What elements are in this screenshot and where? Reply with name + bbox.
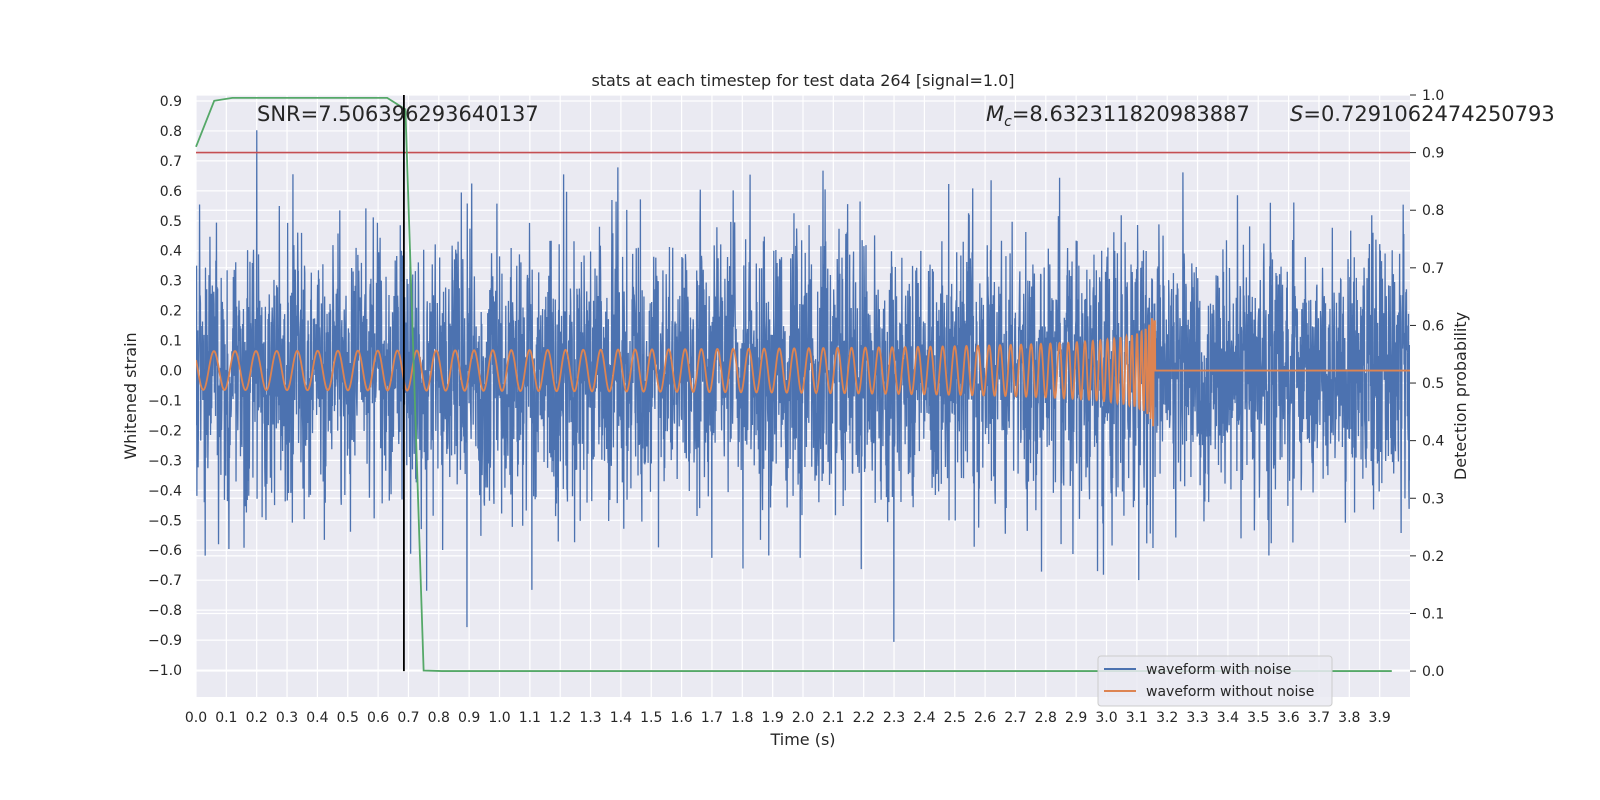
y-tick-label: 0.2 xyxy=(160,304,182,320)
chirp-mass-annotation: Mc=8.632311820983887 xyxy=(986,102,1250,130)
y-tick-label: 0.9 xyxy=(160,94,182,110)
legend-label-noise: waveform with noise xyxy=(1146,662,1291,678)
y-tick-label: −0.2 xyxy=(148,423,182,439)
x-tick-label: 0.2 xyxy=(246,710,268,726)
x-tick-label: 0.0 xyxy=(185,710,207,726)
x-tick-label: 0.3 xyxy=(276,710,298,726)
y-axis-ticks: 0.9 0.8 0.7 0.6 0.5 0.4 0.3 0.2 0.1 0.0 −0.1 −0.2 −0… xyxy=(148,94,182,679)
x-tick-label: 3.4 xyxy=(1217,710,1239,726)
x-tick-label: 1.1 xyxy=(519,710,541,726)
x-tick-label: 2.5 xyxy=(944,710,966,726)
x-tick-label: 2.3 xyxy=(883,710,905,726)
x-tick-label: 1.0 xyxy=(488,710,510,726)
x-tick-label: 2.8 xyxy=(1035,710,1057,726)
x-tick-label: 3.6 xyxy=(1277,710,1299,726)
y2-tick-label: 0.4 xyxy=(1422,434,1444,450)
x-tick-label: 1.4 xyxy=(610,710,632,726)
y-tick-label: −0.9 xyxy=(148,633,182,649)
x-tick-label: 1.9 xyxy=(762,710,784,726)
s-annotation: S=0.7291062474250793 xyxy=(1290,102,1555,126)
x-tick-label: 3.8 xyxy=(1338,710,1360,726)
y2-tick-label: 0.2 xyxy=(1422,549,1444,565)
x-tick-label: 3.0 xyxy=(1095,710,1117,726)
y2-tick-label: 0.5 xyxy=(1422,376,1444,392)
y-tick-label: −0.8 xyxy=(148,603,182,619)
y-tick-label: 0.7 xyxy=(160,154,182,170)
x-tick-label: 0.4 xyxy=(306,710,328,726)
mc-symbol: M xyxy=(986,102,1004,126)
chart-title: stats at each timestep for test data 264… xyxy=(591,71,1014,90)
x-tick-label: 3.2 xyxy=(1156,710,1178,726)
mc-value: =8.632311820983887 xyxy=(1012,102,1250,126)
x-axis-ticks: 0.0 0.1 0.2 0.3 0.4 0.5 0.6 0.7 0.8 0.9 1.0 1.1 1.2 1… xyxy=(185,710,1391,726)
x-axis-label: Time (s) xyxy=(769,730,835,749)
series-line-clean xyxy=(196,318,1410,427)
x-tick-label: 1.7 xyxy=(701,710,723,726)
legend-box xyxy=(1097,655,1333,707)
s-value: =0.7291062474250793 xyxy=(1303,102,1554,126)
x-tick-label: 2.1 xyxy=(822,710,844,726)
x-tick-label: 1.3 xyxy=(579,710,601,726)
x-tick-label: 0.1 xyxy=(215,710,237,726)
x-tick-label: 2.0 xyxy=(792,710,814,726)
y2-tick-label: 0.8 xyxy=(1422,203,1444,219)
y-tick-label: −0.5 xyxy=(148,513,182,529)
y-tick-label: −0.7 xyxy=(148,573,182,589)
y-tick-label: 0.1 xyxy=(160,334,182,350)
y-tick-label: 0.8 xyxy=(160,124,182,140)
y-axis-label: Whitened strain xyxy=(121,332,140,459)
y-tick-label: 0.6 xyxy=(160,184,182,200)
y2-tick-label: 1.0 xyxy=(1422,88,1444,104)
y2-tick-label: 0.9 xyxy=(1422,146,1444,162)
y-tick-label: −0.6 xyxy=(148,543,182,559)
x-tick-label: 0.7 xyxy=(397,710,419,726)
x-tick-label: 1.2 xyxy=(549,710,571,726)
x-tick-label: 2.2 xyxy=(853,710,875,726)
y-tick-label: −0.4 xyxy=(148,483,182,499)
y-tick-label: 0.4 xyxy=(160,244,182,260)
x-tick-label: 1.8 xyxy=(731,710,753,726)
y2-axis-ticks: 1.0 0.9 0.8 0.7 0.6 0.5 0.4 0.3 0.2 0.1 0.0 xyxy=(1410,88,1444,680)
x-tick-label: 3.3 xyxy=(1186,710,1208,726)
x-tick-label: 0.8 xyxy=(428,710,450,726)
x-tick-label: 2.4 xyxy=(913,710,935,726)
y-tick-label: −0.3 xyxy=(148,453,182,469)
x-tick-label: 2.9 xyxy=(1065,710,1087,726)
mc-subscript: c xyxy=(1004,114,1012,130)
y2-tick-label: 0.1 xyxy=(1422,606,1444,622)
y2-tick-label: 0.7 xyxy=(1422,261,1444,277)
y-tick-label: −0.1 xyxy=(148,393,182,409)
x-tick-label: 2.6 xyxy=(974,710,996,726)
y2-tick-label: 0.0 xyxy=(1422,664,1444,680)
y-tick-label: −1.0 xyxy=(148,663,182,679)
y-tick-label: 0.3 xyxy=(160,274,182,290)
snr-annotation: SNR=7.506396293640137 xyxy=(257,102,539,126)
y-tick-label: 0.0 xyxy=(160,364,182,380)
x-tick-label: 3.5 xyxy=(1247,710,1269,726)
x-tick-label: 0.6 xyxy=(367,710,389,726)
x-tick-label: 2.7 xyxy=(1004,710,1026,726)
x-tick-label: 0.5 xyxy=(337,710,359,726)
y2-axis-label: Detection probability xyxy=(1451,312,1470,480)
y-tick-label: 0.5 xyxy=(160,214,182,230)
x-tick-label: 1.5 xyxy=(640,710,662,726)
y2-tick-label: 0.6 xyxy=(1422,318,1444,334)
x-tick-label: 3.1 xyxy=(1126,710,1148,726)
x-tick-label: 0.9 xyxy=(458,710,480,726)
legend: waveform with noise waveform without noi… xyxy=(1097,655,1333,707)
x-tick-label: 1.6 xyxy=(670,710,692,726)
s-symbol: S xyxy=(1290,102,1303,126)
x-tick-label: 3.9 xyxy=(1369,710,1391,726)
y2-tick-label: 0.3 xyxy=(1422,491,1444,507)
legend-label-clean: waveform without noise xyxy=(1146,684,1314,700)
x-tick-label: 3.7 xyxy=(1308,710,1330,726)
